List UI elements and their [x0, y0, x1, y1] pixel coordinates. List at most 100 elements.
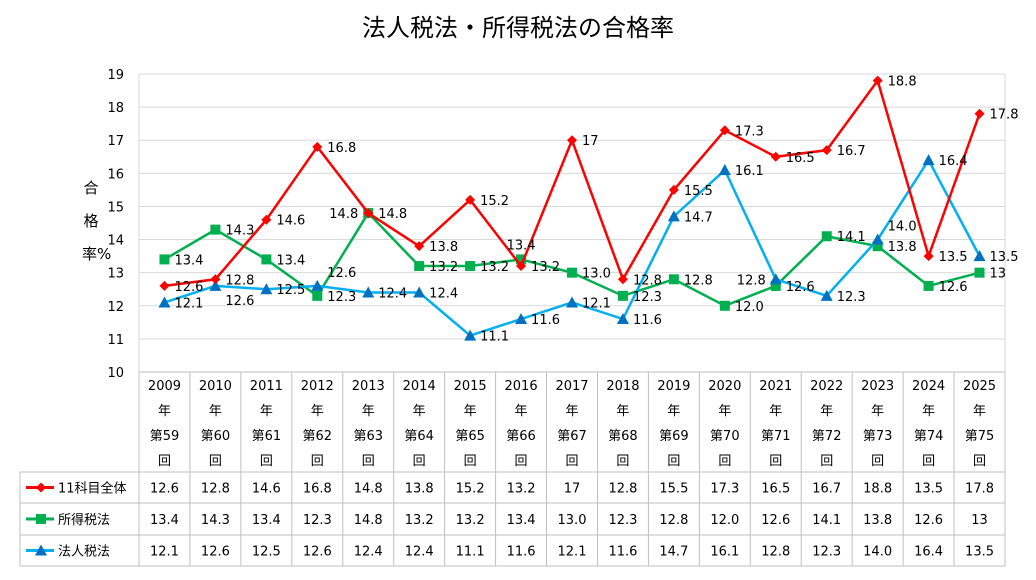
y-axis-label: 合格率%	[82, 179, 112, 263]
y-tick-label: 10	[107, 366, 124, 381]
table-cell: 12.1	[150, 545, 179, 560]
data-label: 14.1	[837, 230, 866, 245]
data-label: 17.8	[990, 108, 1019, 123]
data-label: 12.6	[225, 294, 254, 309]
x-tick-label: 回	[718, 454, 731, 469]
x-tick-label: 年	[718, 404, 731, 419]
data-label: 16.5	[786, 151, 815, 166]
x-tick-label: 第67	[557, 429, 587, 444]
data-point	[159, 280, 170, 291]
data-label: 12.6	[939, 280, 968, 295]
x-tick-label: 年	[565, 404, 578, 419]
table-cell: 16.4	[914, 545, 943, 560]
data-label: 16.8	[327, 141, 356, 156]
y-tick-label: 13	[107, 267, 124, 282]
data-label: 12.8	[633, 273, 662, 288]
data-point	[261, 254, 272, 265]
x-tick-label: 回	[260, 454, 273, 469]
table-cell: 12.8	[201, 482, 230, 497]
x-tick-label: 2024	[912, 379, 945, 394]
x-tick-label: 第65	[455, 429, 485, 444]
table-cell: 12.3	[608, 513, 637, 528]
x-tick-label: 第71	[761, 429, 791, 444]
legend-marker	[35, 544, 47, 556]
table-cell: 15.5	[659, 482, 688, 497]
table-cell: 15.2	[456, 482, 485, 497]
x-tick-label: 年	[922, 404, 935, 419]
data-point	[974, 267, 985, 278]
table-cell: 12.0	[710, 513, 739, 528]
data-label: 12.0	[735, 300, 764, 315]
legend-entry: 所得税法	[58, 512, 110, 528]
series-lines	[158, 75, 986, 341]
table-cell: 12.6	[303, 545, 332, 560]
table-cell: 11.6	[608, 545, 637, 560]
x-tick-label: 年	[209, 404, 222, 419]
y-tick-label: 16	[107, 167, 124, 182]
x-tick-label: 年	[260, 404, 273, 419]
data-label: 12.1	[582, 296, 611, 311]
y-tick-label: 11	[107, 333, 124, 348]
data-point	[872, 241, 883, 252]
x-tick-label: 2011	[250, 379, 283, 394]
x-tick-label: 年	[515, 404, 528, 419]
data-label: 14.8	[378, 207, 407, 222]
x-tick-label: 回	[922, 454, 935, 469]
x-tick-label: 2017	[555, 379, 588, 394]
table-cell: 13.4	[150, 513, 179, 528]
data-label: 11.1	[480, 330, 509, 345]
table-cell: 13.5	[965, 545, 994, 560]
data-label: 13.8	[429, 240, 458, 255]
x-tick-label: 2021	[759, 379, 792, 394]
table-cell: 14.8	[354, 513, 383, 528]
legend-marker	[36, 482, 46, 493]
x-tick-label: 回	[565, 454, 578, 469]
data-label: 13.5	[990, 250, 1019, 265]
y-tick-label: 18	[107, 101, 124, 116]
data-label: 14.8	[329, 207, 358, 222]
x-tick-label: 回	[616, 454, 629, 469]
data-point	[311, 279, 324, 291]
table-cell: 12.6	[201, 545, 230, 560]
table-cell: 12.5	[252, 545, 281, 560]
x-tick-label: 回	[158, 454, 171, 469]
data-point	[718, 164, 731, 176]
data-point	[158, 296, 171, 308]
table-cell: 12.3	[303, 513, 332, 528]
data-point	[414, 261, 425, 272]
x-tick-label: 回	[871, 454, 884, 469]
table-cell: 18.8	[863, 482, 892, 497]
x-tick-label: 年	[820, 404, 833, 419]
data-point	[871, 233, 884, 245]
x-tick-label: 年	[464, 404, 477, 419]
table-cell: 16.7	[812, 482, 841, 497]
table-cell: 13.8	[863, 513, 892, 528]
y-tick-label: 15	[107, 200, 124, 215]
table-cell: 13	[971, 513, 988, 528]
x-tick-label: 第61	[252, 429, 282, 444]
x-tick-label: 第63	[353, 429, 383, 444]
table-cell: 13.8	[405, 482, 434, 497]
y-tick-label: 14	[107, 234, 124, 249]
data-point	[820, 289, 833, 301]
data-label: 12.4	[378, 287, 407, 302]
table-cell: 13.4	[252, 513, 281, 528]
table-cell: 16.1	[710, 545, 739, 560]
data-point	[923, 251, 934, 262]
data-point	[973, 250, 986, 262]
x-tick-label: 回	[362, 454, 375, 469]
legend-entry: 法人税法	[58, 545, 110, 560]
y-tick-label: 17	[107, 134, 124, 149]
x-tick-label: 2023	[861, 379, 894, 394]
data-point	[821, 145, 832, 156]
data-point	[616, 313, 629, 325]
x-tick-label: 年	[616, 404, 629, 419]
x-tick-label: 回	[515, 454, 528, 469]
legend-marker	[36, 514, 46, 524]
table-cell: 12.4	[405, 545, 434, 560]
table-cell: 14.3	[201, 513, 230, 528]
x-tick-label: 年	[311, 404, 324, 419]
data-labels: 12.6 13.4 12.1 12.8 14.3 12.6 14.6 13.4 12.5 16.8…	[174, 75, 1018, 345]
